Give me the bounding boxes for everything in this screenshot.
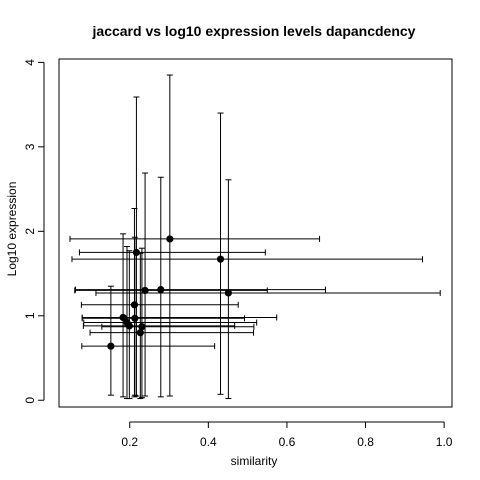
- data-point: [131, 314, 139, 322]
- data-point: [216, 255, 225, 263]
- x-axis-label: similarity: [231, 454, 278, 468]
- data-point: [125, 322, 133, 330]
- plot-frame: [58, 58, 453, 408]
- x-axis: 0.2 0.4 0.6 0.8 1.0: [121, 421, 453, 449]
- y-tick-label: 2: [23, 228, 37, 235]
- data-point: [130, 301, 139, 309]
- chart-title: jaccard vs log10 expression levels dapan…: [92, 23, 416, 39]
- data-point: [157, 285, 165, 294]
- data-point: [141, 286, 149, 295]
- y-tick-label: 3: [23, 143, 37, 150]
- x-tick-label: 0.8: [357, 435, 374, 449]
- y-tick-label: 1: [23, 312, 37, 319]
- y-tick-label: 0: [23, 397, 37, 404]
- data-point: [119, 313, 127, 322]
- data-point: [132, 248, 141, 257]
- y-tick-label: 4: [23, 59, 37, 66]
- data-point: [166, 235, 174, 243]
- data-point: [136, 329, 144, 337]
- x-tick-label: 0.4: [200, 435, 217, 449]
- data-point: [107, 342, 115, 350]
- error-bars: [69, 74, 441, 400]
- data-point: [138, 323, 146, 331]
- y-axis: 0 1 2 3 4: [23, 59, 45, 404]
- data-points: [107, 235, 232, 350]
- y-axis-label: Log10 expression: [5, 182, 19, 277]
- data-point: [224, 289, 232, 297]
- x-tick-label: 1.0: [436, 435, 453, 449]
- x-tick-label: 0.2: [121, 435, 138, 449]
- x-tick-label: 0.6: [279, 435, 296, 449]
